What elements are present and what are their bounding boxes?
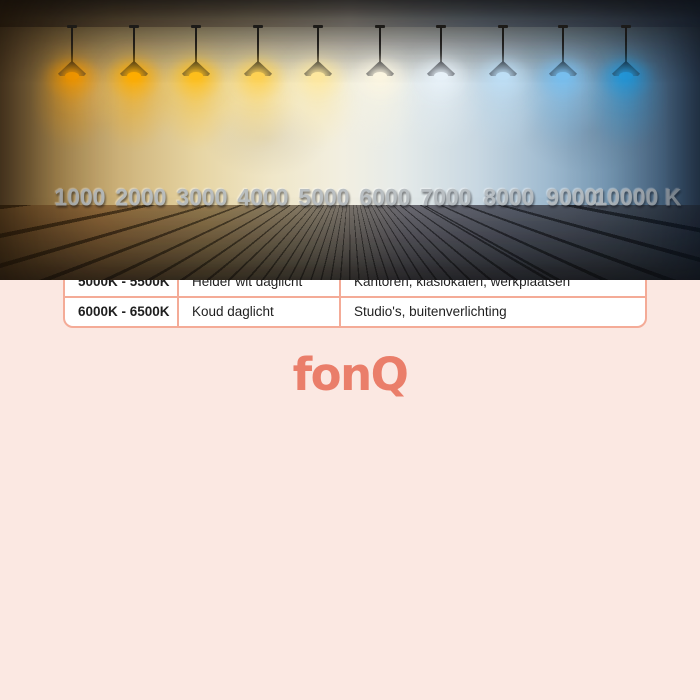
lamp-bulb <box>619 72 633 80</box>
lamp-bulb <box>251 72 265 80</box>
lamp-cord <box>625 27 627 63</box>
lamp-cord <box>502 27 504 63</box>
lamp-cord <box>133 27 135 63</box>
lamp-mount <box>375 25 385 28</box>
lamp-mount <box>436 25 446 28</box>
wall-label-10000k: 10000 K <box>594 183 682 211</box>
lamp-bulb <box>496 72 510 80</box>
wall-label-1000: 1000 <box>54 183 106 211</box>
lamp-mount <box>558 25 568 28</box>
lamp-mount <box>498 25 508 28</box>
wall-label-2000: 2000 <box>115 183 167 211</box>
lamp-cord <box>257 27 259 63</box>
lamp-cord <box>71 27 73 63</box>
lamp-bulb <box>434 72 448 80</box>
lamp-bulb <box>127 72 141 80</box>
lamp-mount <box>129 25 139 28</box>
wall-label-4000: 4000 <box>237 183 289 211</box>
lamp-cord <box>440 27 442 63</box>
lamp-mount <box>253 25 263 28</box>
lamp-bulb <box>556 72 570 80</box>
wood-floor <box>0 205 700 280</box>
lamp-cord <box>562 27 564 63</box>
table-cell: 6000K - 6500K <box>65 297 177 326</box>
lamp-cord <box>317 27 319 63</box>
lamp-mount <box>313 25 323 28</box>
wall-label-7000: 7000 <box>420 183 472 211</box>
lamp-bulb <box>189 72 203 80</box>
wall-label-5000: 5000 <box>298 183 350 211</box>
wall-label-8000: 8000 <box>483 183 535 211</box>
lamp-bulb <box>65 72 79 80</box>
lamp-cord <box>379 27 381 63</box>
lamp-bulb <box>373 72 387 80</box>
ceiling <box>0 0 700 27</box>
table-cell: Studio's, buitenverlichting <box>341 297 645 326</box>
lamp-mount <box>67 25 77 28</box>
wall-label-3000: 3000 <box>176 183 228 211</box>
fonq-logo: fonQ <box>292 347 409 401</box>
lamp-cord <box>195 27 197 63</box>
hero-photo: 1000 2000 3000 4000 5000 6000 7000 8000 … <box>0 0 700 280</box>
lamp-mount <box>621 25 631 28</box>
wall-label-9000: 9000 <box>546 183 598 211</box>
lamp-bulb <box>311 72 325 80</box>
lamp-mount <box>191 25 201 28</box>
wall-label-6000: 6000 <box>359 183 411 211</box>
table-cell: Koud daglicht <box>179 297 339 326</box>
